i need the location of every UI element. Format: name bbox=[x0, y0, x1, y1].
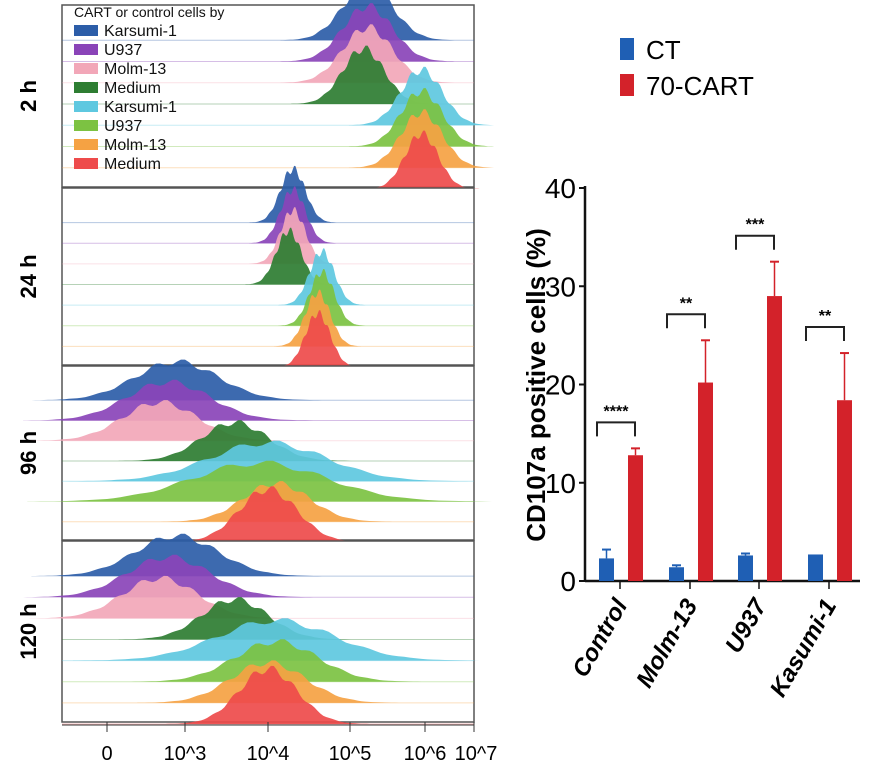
legend-swatch bbox=[74, 120, 98, 131]
x-tick-label: 10^7 bbox=[455, 743, 498, 765]
legend-label: Medium bbox=[104, 80, 161, 97]
y-tick-label: 40 bbox=[545, 173, 576, 204]
bar-70-cart bbox=[767, 296, 782, 581]
legend-label: Karsumi-1 bbox=[104, 23, 177, 40]
hist-legend-title: CART or control cells by bbox=[74, 4, 225, 20]
legend-swatch bbox=[74, 158, 98, 169]
legend-swatch bbox=[74, 139, 98, 150]
histogram-curve bbox=[118, 420, 351, 461]
histogram-curve bbox=[166, 665, 370, 724]
bar-70-cart bbox=[837, 400, 852, 581]
legend-label: Medium bbox=[104, 156, 161, 173]
panel-label: 96 h bbox=[16, 431, 41, 475]
legend-swatch bbox=[74, 25, 98, 36]
legend-label: U937 bbox=[104, 118, 142, 135]
x-tick-label: 0 bbox=[101, 743, 112, 765]
significance-bracket bbox=[666, 313, 706, 329]
significance-bracket bbox=[735, 234, 775, 250]
significance-label: **** bbox=[604, 403, 630, 420]
legend-swatch bbox=[74, 101, 98, 112]
legend-label: Molm-13 bbox=[104, 61, 166, 78]
histogram-curve bbox=[245, 227, 333, 285]
x-tick-label: U937 bbox=[720, 593, 773, 658]
panel-label: 24 h bbox=[16, 254, 41, 298]
histogram-curve bbox=[29, 575, 291, 619]
legend-label: U937 bbox=[104, 42, 142, 59]
bar-70-cart bbox=[698, 382, 713, 581]
x-tick-label: 10^5 bbox=[329, 743, 372, 765]
panel-label: 120 h bbox=[16, 603, 41, 659]
histogram-curve bbox=[363, 130, 480, 189]
histogram-curve bbox=[27, 460, 493, 502]
histogram-curve bbox=[118, 597, 351, 640]
histogram-curve bbox=[290, 45, 437, 104]
significance-label: ** bbox=[680, 295, 693, 312]
legend-label: Karsumi-1 bbox=[104, 99, 177, 116]
significance-label: *** bbox=[746, 217, 765, 234]
significance-bracket bbox=[805, 326, 845, 342]
x-tick-label: 10^6 bbox=[404, 743, 447, 765]
significance-bracket bbox=[596, 421, 636, 437]
histogram-curve bbox=[23, 554, 314, 598]
histogram-curve bbox=[274, 310, 362, 367]
histogram-curve bbox=[166, 486, 370, 542]
x-tick-label: 10^3 bbox=[164, 743, 207, 765]
legend-swatch bbox=[620, 74, 634, 96]
legend-swatch bbox=[620, 38, 634, 60]
x-tick-label: Control bbox=[567, 593, 634, 682]
panel-label: 2 h bbox=[16, 80, 41, 112]
legend-label: 70-CART bbox=[646, 71, 754, 101]
legend-swatch bbox=[74, 63, 98, 74]
legend-label: CT bbox=[646, 35, 681, 65]
x-tick-label: Kasumi-1 bbox=[765, 595, 842, 702]
legend-swatch bbox=[74, 82, 98, 93]
y-tick-label: 10 bbox=[545, 468, 576, 499]
bar-ct bbox=[808, 554, 823, 581]
histogram-curve bbox=[72, 618, 480, 661]
bar-ct bbox=[738, 555, 753, 581]
bar-ct bbox=[599, 558, 614, 581]
legend-label: Molm-13 bbox=[104, 137, 166, 154]
y-axis-label: CD107a positive cells (%) bbox=[521, 228, 551, 542]
x-tick-label: Molm-13 bbox=[631, 594, 703, 692]
bar-ct bbox=[669, 567, 684, 581]
histogram-curve bbox=[23, 379, 314, 421]
y-tick-label: 20 bbox=[545, 370, 576, 401]
histogram-curve bbox=[131, 639, 422, 682]
x-tick-label: 10^4 bbox=[247, 743, 290, 765]
y-tick-label: 30 bbox=[545, 271, 576, 302]
significance-label: ** bbox=[819, 308, 832, 325]
bar-70-cart bbox=[628, 455, 643, 581]
y-tick-label: 0 bbox=[560, 566, 576, 597]
histogram-curve bbox=[29, 400, 291, 441]
legend-swatch bbox=[74, 44, 98, 55]
